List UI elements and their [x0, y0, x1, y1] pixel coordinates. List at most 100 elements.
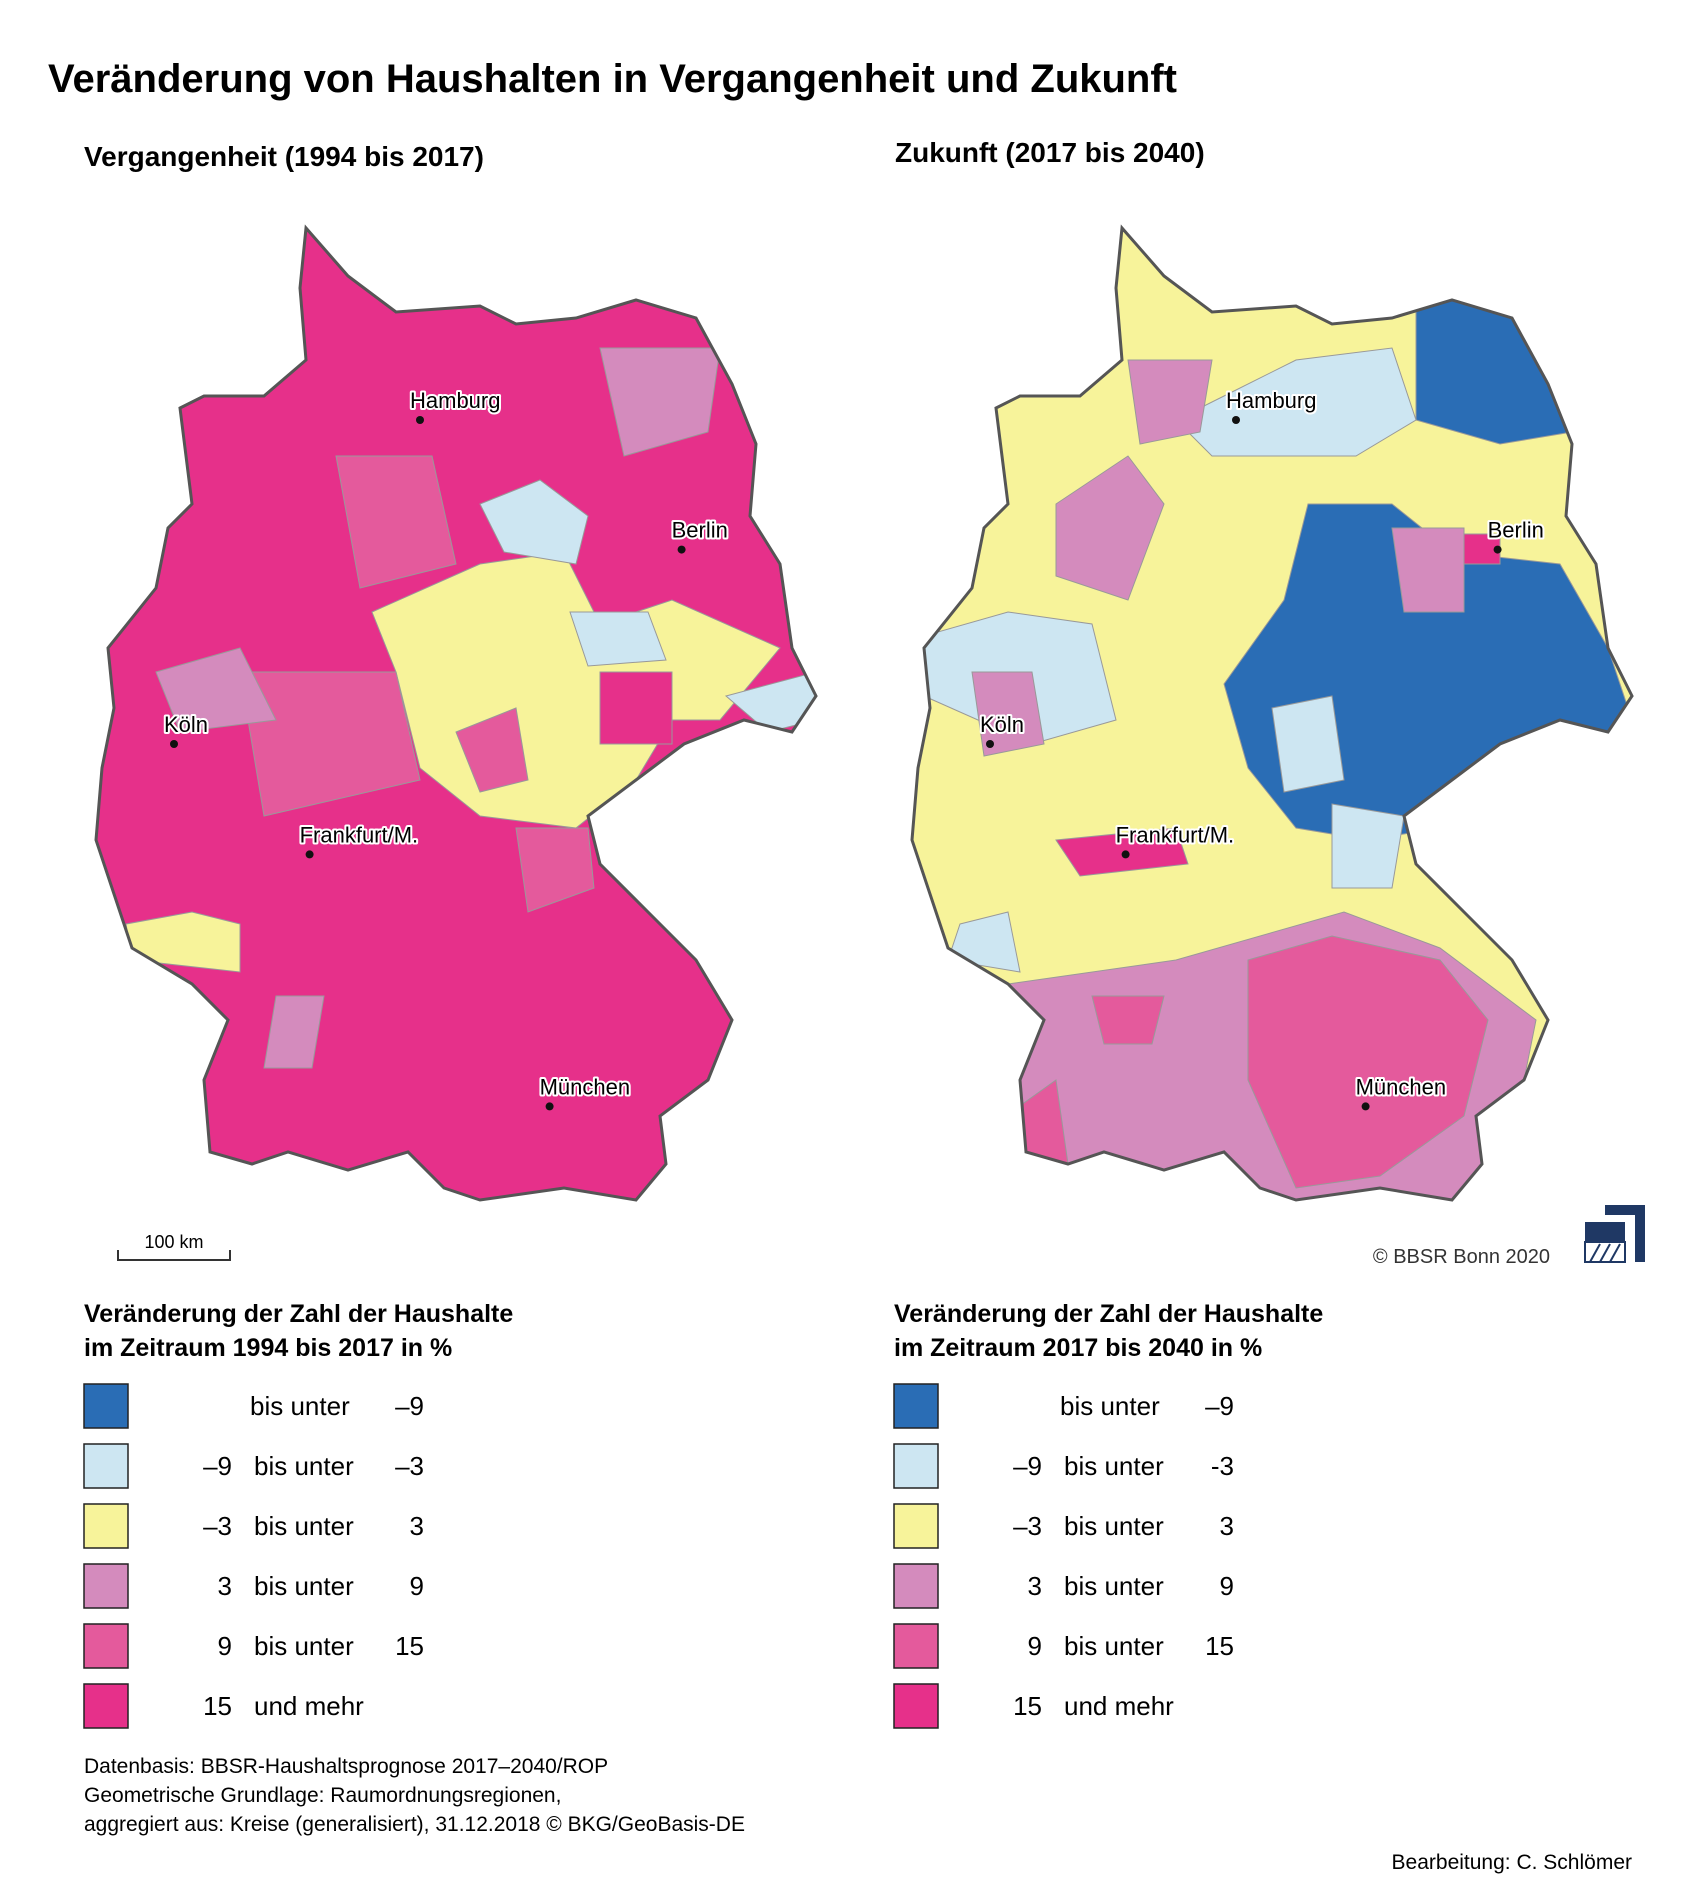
legend-title: im Zeitraum 1994 bis 2017 in %: [84, 1334, 452, 1362]
legend-from: –3: [1013, 1511, 1042, 1541]
city-dot: [1232, 416, 1240, 424]
scale-label: 100 km: [144, 1232, 203, 1252]
region: [479, 479, 589, 565]
region: [1175, 347, 1417, 457]
legend-title: Veränderung der Zahl der Haushalte: [84, 1300, 513, 1328]
city-label: Köln: [980, 712, 1024, 737]
source-line: Geometrische Grundlage: Raumordnungsregi…: [84, 1784, 561, 1807]
legend-title: im Zeitraum 2017 bis 2040 in %: [894, 1334, 1262, 1362]
legend-to: –9: [395, 1391, 424, 1421]
legend-to: -3: [1211, 1451, 1234, 1481]
city-dot: [1493, 545, 1502, 554]
page-title: Veränderung von Haushalten in Vergangenh…: [48, 57, 1177, 101]
country-border: [910, 224, 1634, 1202]
legend-label: bis unter: [254, 1451, 354, 1481]
region: [1415, 275, 1573, 445]
legend-from: 15: [203, 1691, 232, 1721]
country-border: [94, 224, 818, 1202]
legend-swatch: [83, 1503, 129, 1549]
legend-swatch: [83, 1623, 129, 1669]
legend-label: und mehr: [1064, 1691, 1174, 1721]
city-dot: [545, 1102, 554, 1111]
map: Hamburg Berlin Köln Frankfurt/M. München: [910, 224, 1634, 1202]
scale-bar: 100 km: [117, 1232, 231, 1261]
legend-to: 3: [410, 1511, 424, 1541]
legend-swatch: [83, 1563, 129, 1609]
legend-swatch: [893, 1623, 939, 1669]
region: [1331, 803, 1405, 889]
legend-to: –9: [1205, 1391, 1234, 1421]
region: [1127, 359, 1213, 445]
region: [155, 647, 277, 733]
region: [971, 671, 1045, 757]
city-dot: [305, 850, 314, 859]
region: [335, 455, 457, 589]
legend-label: bis unter: [254, 1571, 354, 1601]
city-dot: [1121, 850, 1130, 859]
region: [599, 347, 721, 457]
legend-label: bis unter: [1064, 1451, 1164, 1481]
copyright: © BBSR Bonn 2020: [1373, 1246, 1550, 1268]
map-subtitle: Vergangenheit (1994 bis 2017): [84, 141, 484, 172]
city-dot: [416, 416, 424, 424]
region: [569, 611, 667, 667]
legend-label: bis unter: [1060, 1391, 1160, 1421]
city-label: München: [1356, 1074, 1447, 1099]
regions: [96, 228, 816, 1200]
city-label: Berlin: [672, 518, 728, 543]
region: [1055, 455, 1165, 601]
legend-from: –9: [203, 1451, 232, 1481]
legend-label: bis unter: [1064, 1571, 1164, 1601]
region: [947, 911, 1021, 973]
region: [1055, 827, 1189, 877]
legend-to: 9: [1220, 1571, 1234, 1601]
city-dot: [170, 740, 178, 748]
legend-to: 9: [410, 1571, 424, 1601]
region: [724, 671, 816, 733]
legend-to: 3: [1220, 1511, 1234, 1541]
city-label: Köln: [164, 712, 208, 737]
legend-from: 9: [1028, 1631, 1042, 1661]
city-dot: [986, 740, 994, 748]
legend-from: –9: [1013, 1451, 1042, 1481]
legend-from: 3: [1028, 1571, 1042, 1601]
region: [1091, 995, 1165, 1045]
city-label: Frankfurt/M.: [300, 822, 419, 847]
city-label: Hamburg: [410, 388, 500, 413]
city-label: Berlin: [1488, 518, 1544, 543]
scale-line: [117, 1250, 231, 1261]
map: Hamburg Berlin Köln Frankfurt/M. München: [94, 224, 818, 1202]
legend-label: bis unter: [250, 1391, 350, 1421]
legend-swatch: [893, 1683, 939, 1729]
legend-swatch: [893, 1563, 939, 1609]
legend-swatch: [83, 1443, 129, 1489]
author: Bearbeitung: C. Schlömer: [1392, 1851, 1632, 1874]
region: [1271, 695, 1345, 793]
region: [1247, 935, 1489, 1189]
city-label: München: [540, 1074, 631, 1099]
region: [1391, 527, 1465, 613]
legend-to: 15: [1205, 1631, 1234, 1661]
legend-title: Veränderung der Zahl der Haushalte: [894, 1300, 1323, 1328]
region: [515, 827, 595, 913]
region: [239, 671, 421, 817]
legend-from: 15: [1013, 1691, 1042, 1721]
region: [599, 671, 673, 745]
region: [263, 995, 325, 1069]
logo: [1584, 1205, 1645, 1263]
region: [1463, 533, 1501, 565]
legend-swatch: [83, 1683, 129, 1729]
legend-swatch: [83, 1383, 129, 1429]
legend-to: 15: [395, 1631, 424, 1661]
legend-label: und mehr: [254, 1691, 364, 1721]
legend-label: bis unter: [1064, 1631, 1164, 1661]
region: [125, 911, 241, 973]
region: [455, 707, 529, 793]
legend-label: bis unter: [254, 1511, 354, 1541]
legend-label: bis unter: [1064, 1511, 1164, 1541]
legend-from: 9: [218, 1631, 232, 1661]
legend-label: bis unter: [254, 1631, 354, 1661]
legend-from: 3: [218, 1571, 232, 1601]
legend-to: –3: [395, 1451, 424, 1481]
